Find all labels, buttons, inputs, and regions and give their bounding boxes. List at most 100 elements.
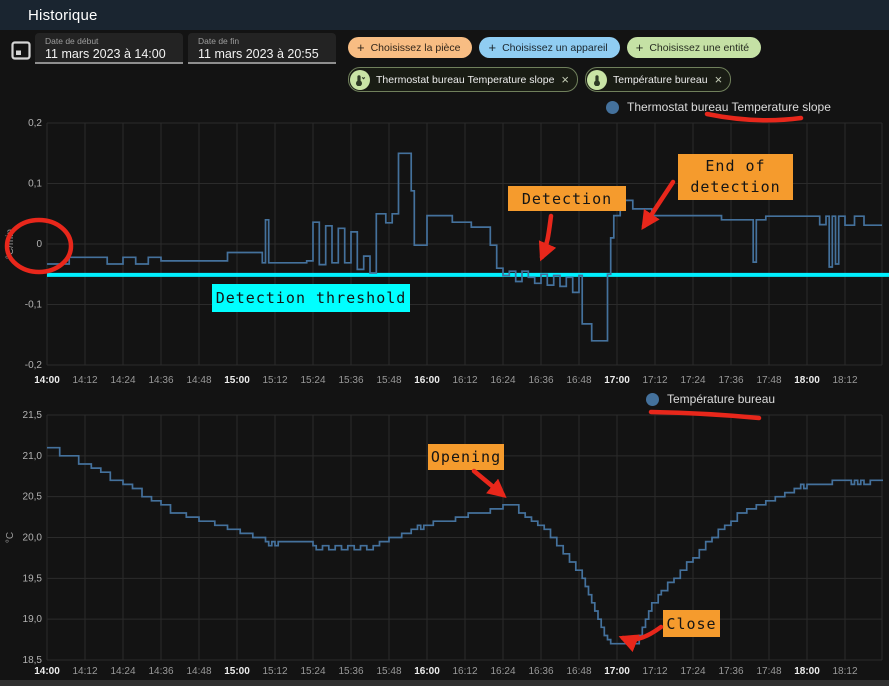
svg-text:17:36: 17:36 xyxy=(718,375,743,386)
svg-text:19,5: 19,5 xyxy=(23,573,43,584)
calendar-icon-button[interactable] xyxy=(8,38,34,64)
svg-text:18:00: 18:00 xyxy=(794,375,820,386)
svg-text:0,1: 0,1 xyxy=(28,179,42,190)
svg-text:16:24: 16:24 xyxy=(490,666,515,677)
svg-text:-0,2: -0,2 xyxy=(25,360,43,371)
thermometer-trend-icon xyxy=(350,69,370,90)
svg-text:14:12: 14:12 xyxy=(72,666,97,677)
date-start-value: 11 mars 2023 à 14:00 xyxy=(45,47,166,61)
svg-text:17:36: 17:36 xyxy=(718,666,743,677)
svg-text:17:00: 17:00 xyxy=(604,375,630,386)
slope-chart[interactable]: 0,2 0,1 0 -0,1 -0,2 14:00 14:12 14:24 14:36 14:48… xyxy=(0,100,889,390)
pick-entity-button[interactable]: + Choisissez une entité xyxy=(626,37,762,58)
date-end-value: 11 mars 2023 à 20:55 xyxy=(198,47,319,61)
svg-text:-0,1: -0,1 xyxy=(25,300,43,311)
svg-text:14:36: 14:36 xyxy=(148,666,173,677)
svg-text:18,5: 18,5 xyxy=(23,655,43,666)
svg-text:16:36: 16:36 xyxy=(528,666,553,677)
svg-text:17:24: 17:24 xyxy=(680,375,705,386)
svg-text:21,0: 21,0 xyxy=(23,451,43,462)
svg-text:18:12: 18:12 xyxy=(832,375,857,386)
pick-entity-label: Choisissez une entité xyxy=(649,41,750,54)
svg-text:17:24: 17:24 xyxy=(680,666,705,677)
svg-text:14:12: 14:12 xyxy=(72,375,97,386)
date-end-label: Date de fin xyxy=(198,36,240,46)
svg-text:14:00: 14:00 xyxy=(34,375,60,386)
legend-slope[interactable]: Thermostat bureau Temperature slope xyxy=(606,100,831,114)
svg-text:14:00: 14:00 xyxy=(34,666,60,677)
svg-text:16:00: 16:00 xyxy=(414,375,440,386)
svg-text:15:48: 15:48 xyxy=(376,666,401,677)
chip-label: Thermostat bureau Temperature slope xyxy=(376,73,555,86)
close-annotation: Close xyxy=(663,610,720,637)
svg-text:16:12: 16:12 xyxy=(452,375,477,386)
calendar-icon xyxy=(11,41,31,60)
date-start-label: Date de début xyxy=(45,36,99,46)
svg-text:14:24: 14:24 xyxy=(110,375,135,386)
legend-dot xyxy=(606,100,619,114)
svg-text:16:24: 16:24 xyxy=(490,375,515,386)
svg-text:0: 0 xyxy=(36,239,42,250)
svg-text:15:12: 15:12 xyxy=(262,666,287,677)
svg-text:16:36: 16:36 xyxy=(528,375,553,386)
page-title: Historique xyxy=(28,6,98,24)
svg-text:17:00: 17:00 xyxy=(604,666,630,677)
date-start-field[interactable]: Date de début 11 mars 2023 à 14:00 xyxy=(35,33,183,64)
picker-row: + Choisissez la pièce + Choisissez un ap… xyxy=(348,37,762,58)
svg-text:15:00: 15:00 xyxy=(224,375,250,386)
svg-text:15:12: 15:12 xyxy=(262,375,287,386)
legend-label: Thermostat bureau Temperature slope xyxy=(627,100,831,114)
temperature-chart[interactable]: 21,5 21,0 20,5 20,0 19,5 19,0 18,514:00 14:12 14… xyxy=(0,392,889,684)
svg-text:15:36: 15:36 xyxy=(338,375,363,386)
svg-text:20,5: 20,5 xyxy=(23,492,43,503)
svg-text:14:48: 14:48 xyxy=(186,375,211,386)
svg-text:15:24: 15:24 xyxy=(300,666,325,677)
legend-label: Température bureau xyxy=(667,392,776,406)
plus-icon: + xyxy=(635,40,644,55)
svg-text:°C/min: °C/min xyxy=(5,229,16,259)
pick-device-button[interactable]: + Choisissez un appareil xyxy=(479,37,620,58)
svg-text:16:48: 16:48 xyxy=(566,375,591,386)
end-of-detection-annotation: End of detection xyxy=(678,154,793,200)
svg-text:14:24: 14:24 xyxy=(110,666,135,677)
svg-text:14:36: 14:36 xyxy=(148,375,173,386)
svg-text:17:12: 17:12 xyxy=(642,666,667,677)
plus-icon: + xyxy=(357,40,365,55)
svg-text:°C: °C xyxy=(5,532,16,543)
svg-text:17:12: 17:12 xyxy=(642,375,667,386)
opening-annotation: Opening xyxy=(428,444,504,470)
svg-text:16:00: 16:00 xyxy=(414,666,440,677)
svg-text:0,2: 0,2 xyxy=(28,118,42,129)
svg-text:18:00: 18:00 xyxy=(794,666,820,677)
svg-text:15:00: 15:00 xyxy=(224,666,250,677)
app-header: Historique xyxy=(0,0,889,30)
svg-text:19,0: 19,0 xyxy=(23,614,43,625)
detection-annotation: Detection xyxy=(508,186,626,211)
svg-text:21,5: 21,5 xyxy=(23,410,43,421)
chip-temperature-bureau[interactable]: Température bureau × xyxy=(585,67,732,92)
bottom-panel-edge xyxy=(0,680,889,686)
svg-text:17:48: 17:48 xyxy=(756,375,781,386)
close-icon[interactable]: × xyxy=(561,72,569,87)
svg-text:16:48: 16:48 xyxy=(566,666,591,677)
legend-dot xyxy=(646,392,659,406)
chip-thermostat-slope[interactable]: Thermostat bureau Temperature slope × xyxy=(348,67,578,92)
pick-area-button[interactable]: + Choisissez la pièce xyxy=(348,37,473,58)
svg-text:20,0: 20,0 xyxy=(23,533,43,544)
close-icon[interactable]: × xyxy=(714,72,723,87)
svg-text:15:48: 15:48 xyxy=(376,375,401,386)
chip-label: Température bureau xyxy=(613,73,708,86)
thermometer-icon xyxy=(587,69,607,90)
legend-temperature[interactable]: Température bureau xyxy=(646,392,775,406)
svg-text:16:12: 16:12 xyxy=(452,666,477,677)
date-end-field[interactable]: Date de fin 11 mars 2023 à 20:55 xyxy=(188,33,336,64)
pick-area-label: Choisissez la pièce xyxy=(370,41,461,54)
svg-text:15:36: 15:36 xyxy=(338,666,363,677)
pick-device-label: Choisissez un appareil xyxy=(502,41,608,54)
entity-chip-row: Thermostat bureau Temperature slope × Te… xyxy=(348,67,732,92)
svg-text:15:24: 15:24 xyxy=(300,375,325,386)
detection-threshold-annotation: Detection threshold xyxy=(212,284,410,312)
plus-icon: + xyxy=(488,40,497,55)
svg-text:14:48: 14:48 xyxy=(186,666,211,677)
